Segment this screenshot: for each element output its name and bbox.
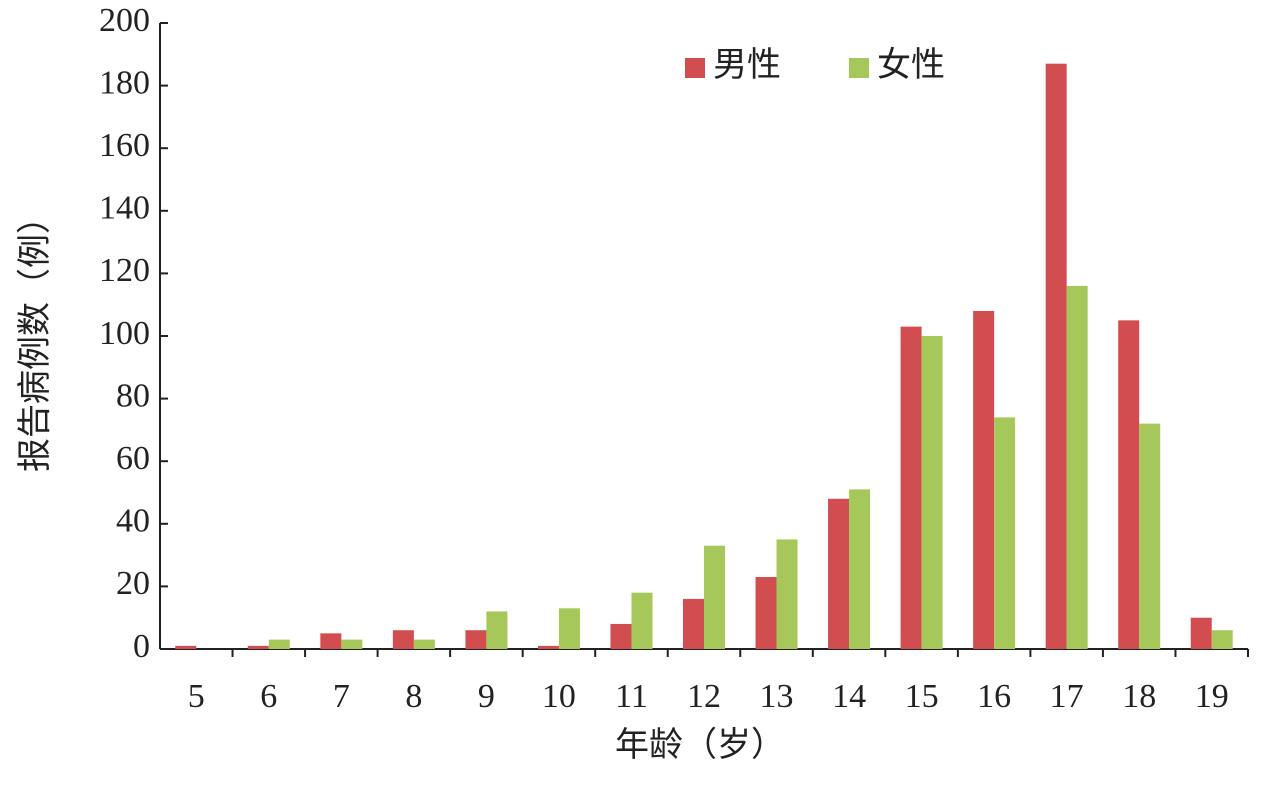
bar — [776, 539, 798, 649]
bar — [1066, 285, 1088, 649]
bar — [1211, 630, 1233, 649]
bar — [1190, 617, 1212, 649]
y-tick-label: 160 — [99, 127, 150, 164]
x-tick-label: 8 — [405, 678, 422, 715]
bar — [175, 645, 197, 649]
legend-swatch — [685, 58, 705, 78]
bar — [921, 336, 943, 649]
x-tick-label: 12 — [687, 678, 721, 715]
x-tick-label: 10 — [542, 678, 576, 715]
bar — [247, 645, 269, 649]
x-tick-label: 13 — [760, 678, 794, 715]
x-tick-label: 15 — [905, 678, 939, 715]
y-axis-label: 报告病例数（例） — [16, 200, 54, 472]
bar — [849, 489, 871, 649]
y-tick-label: 40 — [116, 503, 150, 540]
x-tick-label: 14 — [832, 678, 866, 715]
x-axis-label: 年龄（岁） — [615, 726, 785, 764]
y-tick-label: 60 — [116, 440, 150, 477]
bar — [486, 611, 508, 649]
bar — [755, 577, 777, 649]
bar — [704, 545, 725, 649]
x-tick-label: 7 — [333, 678, 350, 715]
bar — [537, 645, 559, 649]
y-tick-label: 120 — [99, 252, 150, 289]
x-tick-label: 5 — [188, 678, 205, 715]
x-tick-label: 6 — [260, 678, 277, 715]
y-tick-label: 0 — [133, 628, 150, 665]
bar — [1139, 423, 1161, 649]
bar — [828, 498, 850, 649]
y-tick-label: 20 — [116, 565, 150, 602]
bar — [268, 639, 290, 649]
y-tick-label: 200 — [99, 2, 150, 39]
x-tick-label: 16 — [977, 678, 1011, 715]
bar — [558, 608, 580, 649]
bar — [465, 630, 487, 649]
x-tick-label: 17 — [1050, 678, 1084, 715]
bar — [631, 592, 653, 649]
x-tick-label: 11 — [615, 678, 648, 715]
legend-label: 女性 — [877, 46, 945, 84]
x-tick-label: 19 — [1195, 678, 1229, 715]
bar — [413, 639, 435, 649]
y-tick-label: 140 — [99, 190, 150, 227]
y-tick-label: 100 — [99, 315, 150, 352]
legend-label: 男性 — [713, 46, 781, 84]
y-tick-label: 180 — [99, 64, 150, 101]
bar — [1118, 320, 1140, 649]
bar — [900, 326, 922, 649]
bar — [392, 630, 414, 649]
bar — [320, 633, 342, 649]
legend-swatch — [849, 58, 869, 78]
bar — [973, 310, 995, 649]
bar — [683, 598, 704, 649]
x-tick-label: 18 — [1122, 678, 1156, 715]
x-tick-label: 9 — [478, 678, 495, 715]
bar — [1045, 63, 1067, 649]
bar — [994, 417, 1016, 649]
bar — [341, 639, 363, 649]
bar — [610, 623, 632, 649]
y-tick-label: 80 — [116, 377, 150, 414]
